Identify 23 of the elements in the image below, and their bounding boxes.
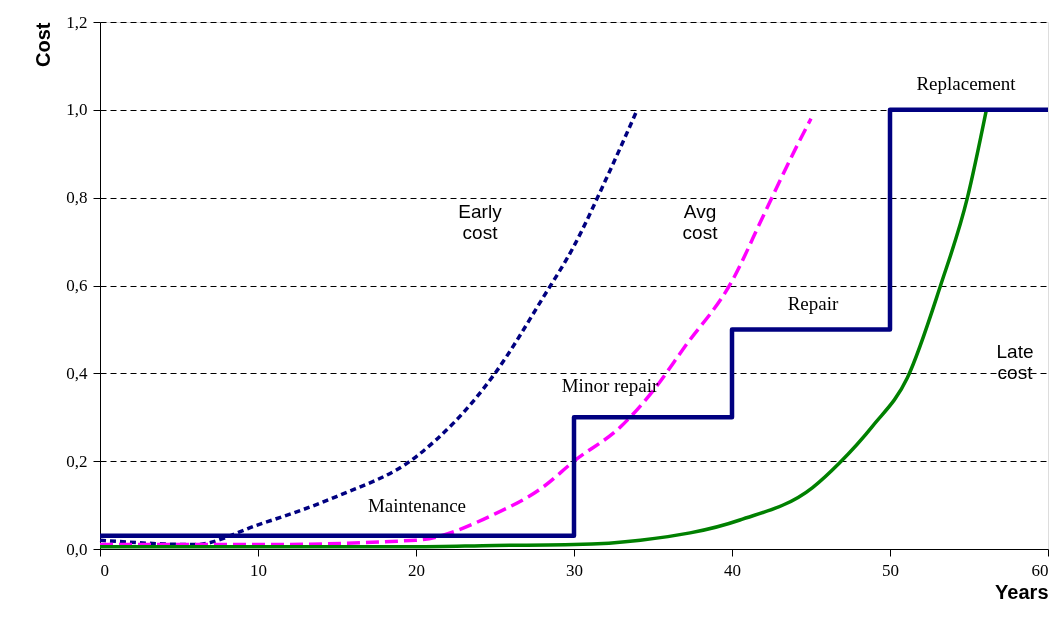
x-tick-label: 30 [566, 560, 583, 580]
y-tick-label: 1,0 [66, 100, 88, 120]
annotation: Late cost [996, 341, 1034, 383]
y-tick-label: 0,0 [66, 539, 88, 559]
annotation: Replacement [916, 73, 1017, 94]
y-tick-label: 0,4 [66, 363, 88, 383]
annotation: Avg cost [682, 201, 719, 243]
annotation: Minor repair [561, 375, 659, 396]
annotation: Maintenance [367, 495, 467, 516]
y-tick-label: 0,8 [66, 188, 88, 208]
annotation: Early cost [458, 201, 503, 243]
y-tick-label: 1,2 [66, 12, 88, 32]
x-tick-label: 50 [882, 560, 899, 580]
y-tick-label: 0,2 [66, 451, 88, 471]
x-tick-label: 60 [1031, 560, 1049, 580]
x-tick-label: 20 [408, 560, 425, 580]
y-tick-label: 0,6 [66, 276, 88, 295]
x-axis-title: Years [995, 580, 1049, 603]
y-axis-title: Cost [32, 22, 55, 67]
x-tick-label: 0 [100, 560, 109, 580]
annotation: Repair [787, 293, 839, 314]
x-tick-label: 10 [250, 560, 267, 580]
x-tick-label: 40 [724, 560, 741, 580]
